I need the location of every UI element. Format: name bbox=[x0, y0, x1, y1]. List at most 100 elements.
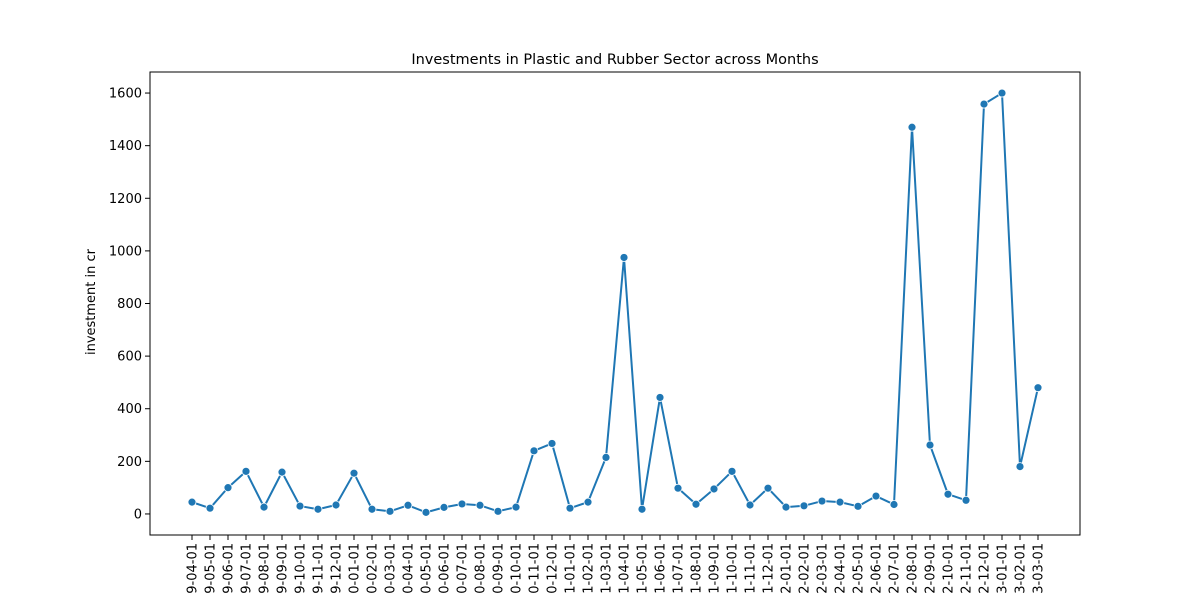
series-line bbox=[191, 92, 1039, 514]
data-point bbox=[655, 393, 665, 402]
data-point bbox=[529, 446, 539, 456]
data-point bbox=[403, 500, 413, 510]
x-tick-label: 9-07-01 bbox=[240, 543, 255, 594]
x-tick-label: 9-08-01 bbox=[258, 543, 273, 594]
y-tick-label: 800 bbox=[117, 297, 142, 312]
data-point bbox=[565, 503, 575, 513]
data-point bbox=[583, 497, 593, 507]
data-point bbox=[727, 466, 737, 476]
x-tick-label: 9-09-01 bbox=[276, 543, 291, 594]
data-point bbox=[619, 253, 629, 262]
data-point bbox=[331, 500, 341, 510]
data-point bbox=[1015, 462, 1025, 472]
x-tick-label: 0-06-01 bbox=[438, 543, 453, 594]
x-tick-label: 2-04-01 bbox=[834, 543, 849, 594]
y-tick-label: 1600 bbox=[109, 87, 142, 102]
data-point bbox=[709, 484, 719, 494]
data-point bbox=[763, 483, 773, 493]
x-tick-label: 9-04-01 bbox=[186, 543, 201, 594]
data-point bbox=[475, 500, 485, 510]
data-point bbox=[205, 503, 215, 513]
data-point bbox=[421, 507, 431, 517]
data-point bbox=[781, 502, 791, 512]
x-tick-label: 3-03-01 bbox=[1032, 543, 1047, 594]
x-tick-label: 9-06-01 bbox=[222, 543, 237, 594]
x-tick-label: 0-12-01 bbox=[546, 543, 561, 594]
x-tick-label: 1-09-01 bbox=[708, 543, 723, 594]
x-tick-label: 9-12-01 bbox=[330, 543, 345, 594]
data-point bbox=[637, 504, 647, 514]
x-tick-label: 1-04-01 bbox=[618, 543, 633, 594]
data-point bbox=[907, 122, 917, 132]
y-tick-label: 600 bbox=[117, 350, 142, 365]
data-point bbox=[925, 440, 935, 450]
x-tick-label: 0-09-01 bbox=[492, 543, 507, 594]
data-point bbox=[313, 504, 323, 514]
x-tick-label: 0-08-01 bbox=[474, 543, 489, 594]
x-tick-label: 1-03-01 bbox=[600, 543, 615, 594]
data-point bbox=[799, 501, 809, 511]
data-point bbox=[349, 468, 359, 478]
data-point bbox=[493, 506, 503, 516]
y-tick-label: 200 bbox=[117, 455, 142, 470]
data-point bbox=[745, 500, 755, 510]
x-tick-label: 0-05-01 bbox=[420, 543, 435, 594]
x-tick-label: 2-07-01 bbox=[888, 543, 903, 594]
x-tick-label: 1-11-01 bbox=[744, 543, 759, 594]
x-tick-label: 2-09-01 bbox=[924, 543, 939, 594]
x-tick-label: 1-08-01 bbox=[690, 543, 705, 594]
data-point bbox=[871, 491, 881, 501]
x-tick-label: 0-07-01 bbox=[456, 543, 471, 594]
data-point bbox=[277, 467, 287, 477]
x-tick-label: 9-10-01 bbox=[294, 543, 309, 594]
x-tick-label: 2-06-01 bbox=[870, 543, 885, 594]
data-point bbox=[1033, 383, 1043, 393]
x-tick-label: 9-11-01 bbox=[312, 543, 327, 594]
data-point bbox=[457, 499, 467, 509]
x-tick-label: 0-01-01 bbox=[348, 543, 363, 594]
x-tick-label: 2-08-01 bbox=[906, 543, 921, 594]
data-point bbox=[943, 489, 953, 499]
data-point bbox=[997, 88, 1007, 98]
x-tick-label: 2-03-01 bbox=[816, 543, 831, 594]
data-point bbox=[547, 439, 557, 448]
data-point bbox=[295, 501, 305, 511]
data-point bbox=[691, 499, 701, 509]
y-tick-label: 1400 bbox=[109, 139, 142, 154]
x-tick-label: 2-12-01 bbox=[978, 543, 993, 594]
y-tick-label: 1000 bbox=[109, 244, 142, 259]
data-point bbox=[673, 483, 683, 493]
y-axis-label: investment in cr bbox=[84, 248, 99, 355]
data-point bbox=[817, 496, 827, 506]
x-axis-ticks: 9-04-01 9-05-01 9-06-01 9-07-01 9-08-01 9-09-… bbox=[186, 535, 1047, 594]
y-tick-label: 0 bbox=[134, 507, 142, 522]
data-point bbox=[979, 99, 989, 109]
x-tick-label: 2-11-01 bbox=[960, 543, 975, 594]
x-tick-label: 0-03-01 bbox=[384, 543, 399, 594]
x-tick-label: 3-02-01 bbox=[1014, 543, 1029, 594]
data-point bbox=[259, 502, 269, 512]
data-point bbox=[601, 452, 611, 462]
y-tick-label: 400 bbox=[117, 402, 142, 417]
data-point bbox=[385, 506, 395, 516]
x-tick-label: 1-06-01 bbox=[654, 543, 669, 594]
data-point bbox=[511, 502, 521, 512]
series-line-group bbox=[187, 88, 1043, 517]
x-tick-label: 2-05-01 bbox=[852, 543, 867, 594]
x-tick-label: 3-01-01 bbox=[996, 543, 1011, 594]
x-tick-label: 1-05-01 bbox=[636, 543, 651, 594]
data-point bbox=[853, 501, 863, 511]
x-tick-label: 0-10-01 bbox=[510, 543, 525, 594]
data-point bbox=[187, 497, 197, 507]
data-point bbox=[223, 483, 233, 493]
data-point bbox=[241, 466, 251, 476]
data-point bbox=[961, 495, 971, 505]
x-tick-label: 1-12-01 bbox=[762, 543, 777, 594]
plot-frame bbox=[149, 71, 1081, 536]
x-tick-label: 1-02-01 bbox=[582, 543, 597, 594]
x-tick-label: 0-02-01 bbox=[366, 543, 381, 594]
data-point bbox=[439, 502, 449, 512]
x-tick-label: 1-01-01 bbox=[564, 543, 579, 594]
